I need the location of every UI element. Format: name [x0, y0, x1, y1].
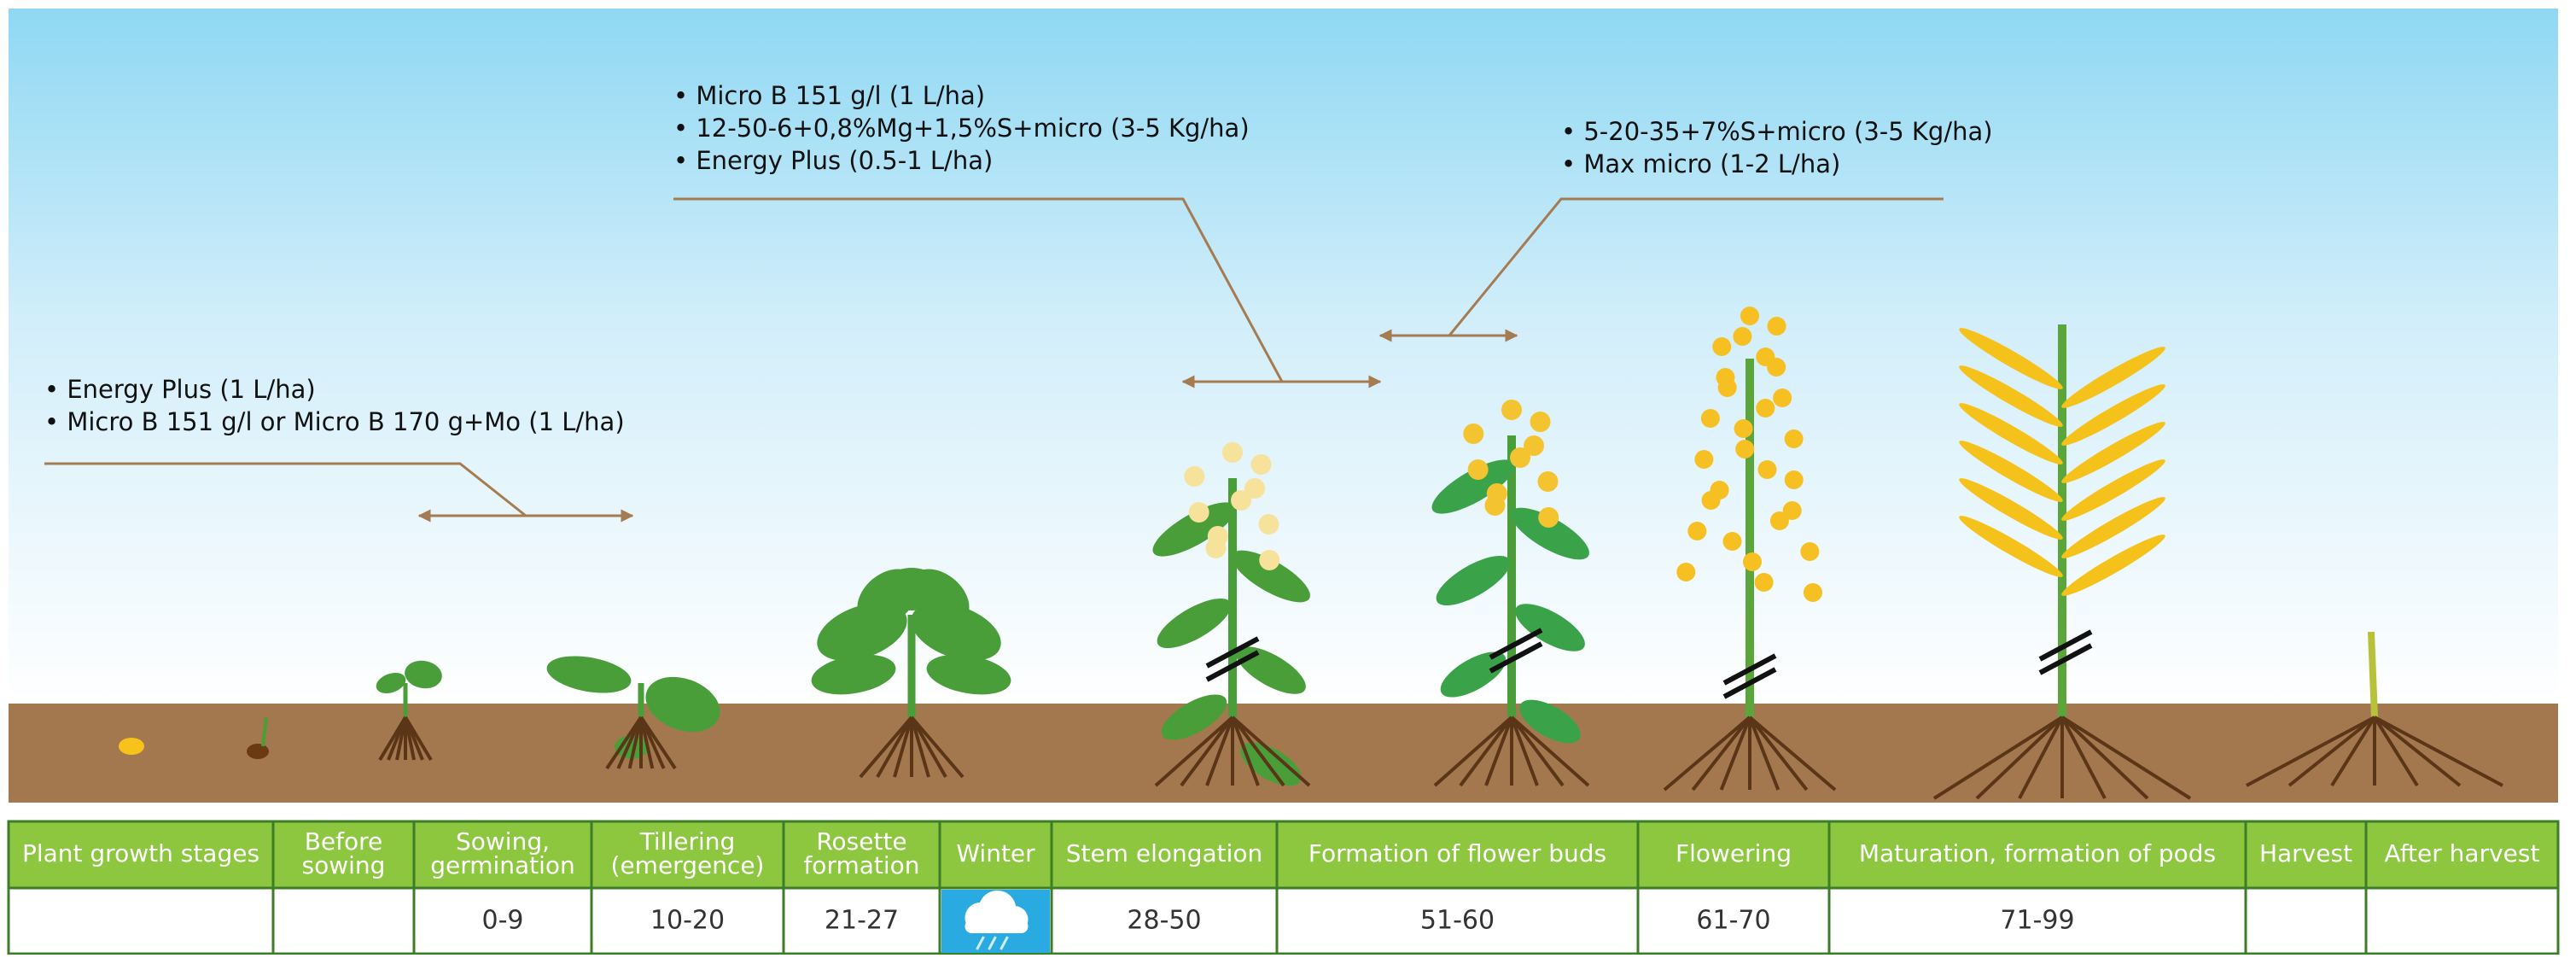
flower: [1222, 442, 1243, 463]
stage-header: Harvest: [2259, 839, 2352, 867]
flower: [1184, 466, 1204, 487]
flower: [1510, 447, 1530, 468]
annotation-text: • Max micro (1-2 L/ha): [1561, 149, 1840, 178]
stage-header: Plant growth stages: [22, 839, 259, 867]
annotation-text: • Micro B 151 g/l or Micro B 170 g+Mo (1…: [44, 407, 625, 436]
stage-code: 61-70: [1696, 906, 1770, 936]
stubble: [2371, 632, 2375, 717]
annotation-text: • Micro B 151 g/l (1 L/ha): [673, 81, 985, 110]
flower: [1733, 327, 1751, 346]
flower: [1687, 522, 1706, 540]
flower: [1735, 440, 1754, 459]
flower: [1734, 419, 1753, 438]
sky: [9, 9, 2558, 704]
flower: [1676, 563, 1695, 581]
page: {"annotations": [ {"lines": ["• Energy P…: [0, 0, 2576, 955]
stage-code: 71-99: [2000, 906, 2074, 936]
flower: [1537, 471, 1558, 492]
flower: [1463, 424, 1483, 444]
flower: [1468, 459, 1489, 480]
stage-code: 0-9: [482, 906, 524, 936]
seed: [247, 744, 269, 759]
flower: [1785, 429, 1804, 448]
annotation-text: • 5-20-35+7%S+micro (3-5 Kg/ha): [1561, 117, 1993, 146]
stage-header: Formation of flower buds: [1308, 839, 1606, 867]
annotation-text: • Energy Plus (0.5-1 L/ha): [673, 146, 993, 175]
flower: [1484, 495, 1505, 516]
flower: [1767, 358, 1786, 377]
flower: [1538, 507, 1559, 528]
table-body-bg: [9, 888, 2558, 954]
leaf: [882, 568, 941, 610]
flower: [1804, 583, 1822, 602]
flower: [1694, 450, 1713, 469]
scene: Plant growth stagesBeforesowingSowing,ge…: [0, 0, 2576, 955]
flower: [1740, 307, 1759, 325]
flower: [1785, 470, 1804, 489]
flower: [1756, 399, 1775, 418]
flower: [1743, 552, 1762, 571]
flower: [1501, 400, 1522, 420]
stage-header: Winter: [956, 839, 1035, 867]
flower: [1205, 538, 1226, 558]
flower: [1773, 388, 1792, 407]
flower: [1189, 502, 1209, 523]
flower: [1251, 454, 1272, 475]
flower: [1755, 573, 1774, 592]
seed: [119, 738, 144, 755]
stage-header: After harvest: [2385, 839, 2540, 867]
stage-header: Maturation, formation of pods: [1859, 839, 2216, 867]
stage-header: Flowering: [1676, 839, 1792, 867]
stage-header: germination: [430, 851, 575, 879]
flower: [1701, 409, 1720, 428]
stage-table: Plant growth stagesBeforesowingSowing,ge…: [9, 821, 2558, 955]
flower: [1712, 337, 1731, 356]
flower: [1530, 412, 1551, 432]
flower: [1718, 378, 1737, 397]
flower: [1768, 317, 1786, 336]
stage-header: sowing: [302, 851, 386, 879]
flower: [1231, 490, 1251, 511]
stage-code: 21-27: [825, 906, 899, 936]
stage-code: 51-60: [1420, 906, 1495, 936]
winter-cloud: [965, 920, 1029, 933]
flower: [1757, 460, 1776, 479]
stage-header: Stem elongation: [1066, 839, 1263, 867]
stage-code: 28-50: [1127, 906, 1201, 936]
flower: [1800, 542, 1819, 561]
annotation-text: • Energy Plus (1 L/ha): [44, 375, 316, 404]
flower: [1702, 491, 1721, 510]
flower: [1722, 532, 1741, 551]
annotation-text: • 12-50-6+0,8%Mg+1,5%S+micro (3-5 Kg/ha): [673, 114, 1250, 143]
flower: [1258, 514, 1279, 534]
flower: [1770, 511, 1789, 530]
stage-header: formation: [803, 851, 919, 879]
stage-header: (emergence): [611, 851, 765, 879]
stage-code: 10-20: [650, 906, 725, 936]
flower: [1259, 550, 1279, 570]
